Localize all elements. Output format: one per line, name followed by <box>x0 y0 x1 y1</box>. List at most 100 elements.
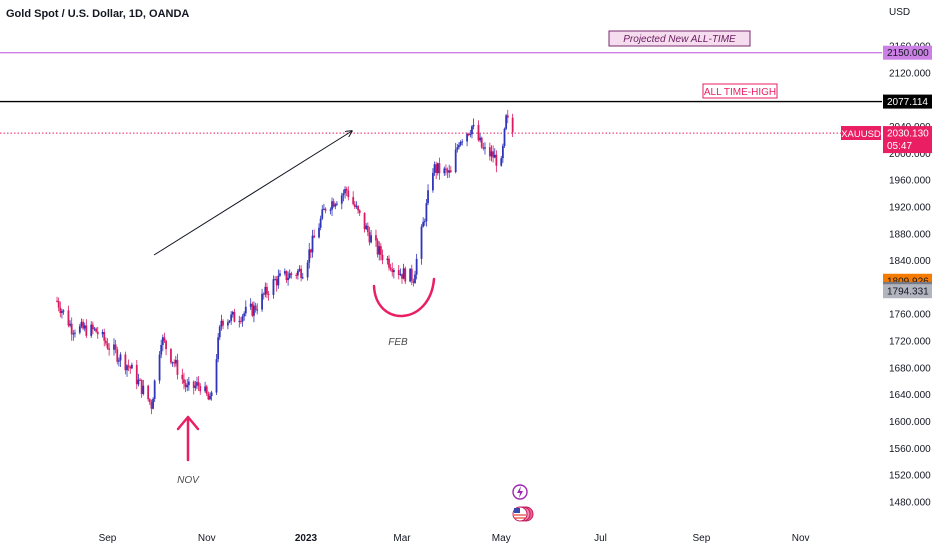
candle-body <box>506 115 509 118</box>
candle-body <box>425 203 428 222</box>
y-tick-label: 2000.000 <box>889 149 931 160</box>
candle-body <box>72 333 75 335</box>
price-label-text: 1794.331 <box>887 287 929 298</box>
candle-body <box>256 309 259 311</box>
candle-body <box>472 124 475 127</box>
candle-body <box>479 137 482 141</box>
x-tick-label: May <box>492 533 511 544</box>
candle-body <box>85 325 88 336</box>
candle-body <box>353 204 356 207</box>
candle-body <box>318 227 320 238</box>
candle-body <box>78 326 81 333</box>
candle-body <box>467 133 470 135</box>
candle-body <box>484 147 486 149</box>
drawings-layer <box>153 131 436 462</box>
candle-body <box>329 209 332 211</box>
price-label-box <box>883 94 932 109</box>
candle-body <box>197 382 200 387</box>
candle-body <box>187 381 190 386</box>
candle-body <box>70 323 73 335</box>
candle-body <box>321 209 324 219</box>
candle-body <box>69 323 71 326</box>
candle-body <box>226 322 229 326</box>
currency-label: USD <box>889 7 910 18</box>
candle-body <box>61 311 63 314</box>
candle-body <box>67 310 70 326</box>
candle-body <box>147 385 150 400</box>
price-label-box <box>883 126 932 154</box>
candle-body <box>142 385 145 394</box>
candle-body <box>218 326 221 338</box>
y-tick-label: 1480.000 <box>889 498 931 509</box>
candle-body <box>288 273 291 278</box>
candle-body <box>272 279 275 295</box>
y-tick-label: 1880.000 <box>889 229 931 240</box>
candle-body <box>160 344 163 355</box>
candle-body <box>139 379 141 381</box>
price-label-text: 2150.000 <box>887 48 929 59</box>
price-label-text: 2030.130 <box>887 129 929 140</box>
candle-body <box>420 226 423 259</box>
candle-body <box>228 320 231 323</box>
candle-body <box>344 188 346 194</box>
projected-label-box[interactable] <box>608 30 751 47</box>
ath-label-box[interactable] <box>702 83 778 99</box>
candle-body <box>358 210 361 213</box>
candle-body <box>204 386 207 392</box>
x-tick-label: 2023 <box>295 533 318 544</box>
candle-body <box>461 141 464 143</box>
candle-body <box>119 354 122 361</box>
candle-body <box>124 354 127 371</box>
candle-body <box>313 235 316 238</box>
candle-body <box>412 280 415 283</box>
candle-body <box>503 128 506 146</box>
candle-body <box>378 246 381 255</box>
lightning-glyph-icon <box>517 486 523 498</box>
candle-body <box>336 203 338 205</box>
candle-body <box>332 201 335 207</box>
candle-body <box>83 325 86 329</box>
candle-body <box>266 286 268 294</box>
candle-body <box>446 169 449 173</box>
candle-body <box>466 133 468 142</box>
candle-body <box>357 206 359 211</box>
nov-label: NOV <box>177 475 200 486</box>
y-tick-label: 1680.000 <box>889 363 931 374</box>
candle-body <box>309 249 312 253</box>
candle-body <box>445 168 447 170</box>
candle-body <box>183 379 185 384</box>
candle-body <box>207 394 210 400</box>
feb-curve-drawing <box>372 277 436 318</box>
candle-body <box>386 258 389 261</box>
candle-body <box>366 225 369 233</box>
candles-layer <box>56 109 514 415</box>
candle-body <box>150 402 153 409</box>
candle-body <box>113 344 115 350</box>
candle-body <box>352 197 355 205</box>
candle-body <box>471 126 473 135</box>
x-tick-label: Nov <box>198 533 216 544</box>
countdown-label-text: 05:47 <box>887 141 912 152</box>
candle-body <box>391 269 394 273</box>
candle-body <box>215 359 218 393</box>
candle-body <box>277 275 280 286</box>
candle-body <box>253 305 255 316</box>
candle-body <box>283 271 286 274</box>
candle-body <box>287 277 290 281</box>
candle-body <box>342 193 345 196</box>
candle-body <box>505 115 508 129</box>
candle-body <box>458 145 460 148</box>
candle-body <box>126 365 128 371</box>
candle-body <box>241 316 244 322</box>
symbol-tag-box <box>841 126 881 140</box>
candle-body <box>449 170 452 172</box>
candle-body <box>220 320 223 327</box>
candle-body <box>363 212 366 230</box>
candle-body <box>448 170 451 173</box>
candle-body <box>186 385 189 388</box>
candle-body <box>410 268 413 281</box>
y-tick-label: 1840.000 <box>889 256 931 267</box>
candle-body <box>319 218 322 228</box>
